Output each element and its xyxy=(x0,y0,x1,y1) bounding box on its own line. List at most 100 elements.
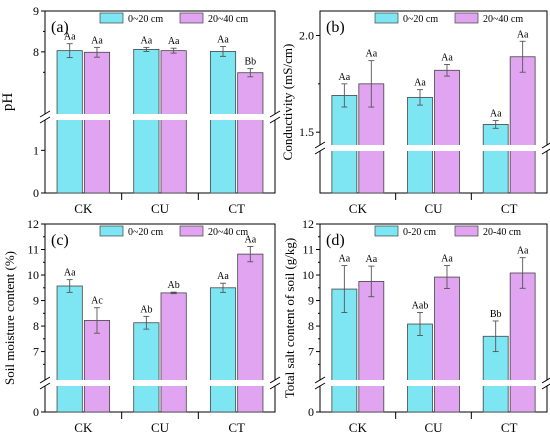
x-tick-label: CK xyxy=(74,420,93,435)
x-tick-label: CU xyxy=(424,201,443,216)
bar-cu-s2 xyxy=(434,69,460,194)
legend-label-2: 20~40 cm xyxy=(208,14,248,25)
axis-break-mark xyxy=(269,116,281,124)
bar-ct-s1 xyxy=(482,124,509,194)
y-tick-label: 0 xyxy=(33,405,39,419)
axis-break-mark xyxy=(314,382,326,390)
significance-label: Aa xyxy=(414,78,426,89)
significance-label: Aa xyxy=(141,35,153,46)
y-tick-label: 7 xyxy=(308,345,314,359)
x-tick-label: CT xyxy=(501,201,518,216)
y-tick-label: 1 xyxy=(33,143,39,157)
panel-label: (d) xyxy=(326,232,345,249)
bar-ck-s1 xyxy=(331,288,358,413)
legend-swatch-1 xyxy=(374,12,399,24)
panel-b: Aa Aa CK Aa Aa CU Aa Aa CT 1.5 2.0 (b) 0~20 cm 20~40 … xyxy=(280,10,550,216)
x-tick-label: CK xyxy=(74,201,93,216)
axis-break-band xyxy=(44,380,276,386)
axis-break-mark xyxy=(39,116,51,124)
x-tick-label: CK xyxy=(349,420,368,435)
axis-break-mark xyxy=(314,141,326,149)
y-tick-label: 0 xyxy=(33,186,39,200)
y-tick-label: 9 xyxy=(33,4,39,18)
significance-label: Aab xyxy=(412,301,429,312)
y-tick-label: 2.0 xyxy=(299,28,314,42)
legend-label-2: 20-40 cm xyxy=(483,227,521,238)
y-tick-label: 11 xyxy=(27,243,39,257)
legend-label-1: 0~20 cm xyxy=(403,14,438,25)
significance-label: Aa xyxy=(339,72,351,83)
significance-label: Aa xyxy=(91,35,103,46)
x-tick-label: CT xyxy=(228,420,245,435)
significance-label: Aa xyxy=(517,246,529,257)
bar-cu-s1 xyxy=(133,322,160,413)
legend-swatch-1 xyxy=(374,225,399,237)
bar-cu-s1 xyxy=(407,323,433,413)
axis-break-mark xyxy=(269,376,281,384)
axis-break-band xyxy=(319,145,548,151)
y-axis-label: Conductivity (mS/cm) xyxy=(280,44,295,161)
legend-label-2: 20~40 cm xyxy=(208,227,248,238)
panel-label: (b) xyxy=(326,19,345,36)
legend-label-1: 0~20 cm xyxy=(128,14,163,25)
y-tick-label: 8 xyxy=(308,319,314,333)
y-tick-label: 11 xyxy=(302,243,314,257)
bar-ct-s2 xyxy=(509,56,536,194)
y-axis-label: pH xyxy=(0,93,16,112)
y-tick-label: 9 xyxy=(308,294,314,308)
y-tick-label: 9 xyxy=(33,294,39,308)
significance-label: Ac xyxy=(91,296,103,307)
legend-label-1: 0-20 cm xyxy=(403,227,436,238)
x-tick-label: CT xyxy=(228,201,245,216)
legend-label-2: 20~40 cm xyxy=(483,14,523,25)
legend-swatch-2 xyxy=(454,12,479,24)
panel-a: Aa Aa CK Aa Aa CU Aa Bb CT 8 9 0 1 (a) 0~20 cm 20~40 cm… xyxy=(0,4,281,216)
x-tick-label: CU xyxy=(424,420,443,435)
bar-ck-s2 xyxy=(358,281,385,413)
y-axis-label: Total salt content of soil (g/kg) xyxy=(282,238,297,398)
panel-label: (c) xyxy=(51,232,69,249)
legend-swatch-2 xyxy=(454,225,479,237)
axis-break-mark xyxy=(541,383,550,390)
y-tick-label: 1.5 xyxy=(299,125,314,139)
bar-cu-s1 xyxy=(133,49,160,194)
axis-break-mark xyxy=(541,148,550,155)
bar-ck-s1 xyxy=(331,95,358,194)
axis-break-mark xyxy=(39,376,51,384)
axis-break-mark xyxy=(269,110,281,118)
panel-d: Aa Aa CK Aab Aa CU Bb Aa CT 7 8 9 10 11 12 0 (d) 0-20 cm 2… xyxy=(282,217,550,435)
y-tick-label: 10 xyxy=(27,268,39,282)
axis-break-mark xyxy=(314,147,326,155)
bar-ct-s2 xyxy=(509,272,536,413)
legend-swatch-1 xyxy=(99,12,124,24)
plot-frame xyxy=(319,223,548,413)
axis-break-band xyxy=(44,114,276,120)
y-tick-label: 0 xyxy=(308,405,314,419)
plot-frame xyxy=(319,10,548,194)
significance-label: Ab xyxy=(168,280,180,291)
axis-break-mark xyxy=(541,142,550,149)
y-tick-label: 8 xyxy=(33,45,39,59)
y-tick-label: 12 xyxy=(27,217,39,231)
y-tick-label: 10 xyxy=(302,268,314,282)
significance-label: Aa xyxy=(217,35,229,46)
bar-ck-s1 xyxy=(56,285,83,413)
bar-ct-s2 xyxy=(237,72,264,194)
significance-label: Aa xyxy=(517,29,529,40)
significance-label: Aa xyxy=(490,109,502,120)
y-tick-label: 7 xyxy=(33,345,39,359)
y-axis-label: Soil moisture content (%) xyxy=(2,251,17,385)
bar-ck-s2 xyxy=(83,320,111,413)
significance-label: Ab xyxy=(140,304,152,315)
axis-break-mark xyxy=(269,382,281,390)
axis-break-mark xyxy=(39,382,51,390)
significance-label: Aa xyxy=(64,268,76,279)
bar-ck-s2 xyxy=(83,51,111,194)
x-tick-label: CU xyxy=(151,201,170,216)
x-tick-label: CT xyxy=(501,420,518,435)
significance-label: Bb xyxy=(490,309,502,320)
axis-break-band xyxy=(319,380,548,386)
bar-cu-s2 xyxy=(160,50,187,194)
axis-break-mark xyxy=(314,376,326,384)
